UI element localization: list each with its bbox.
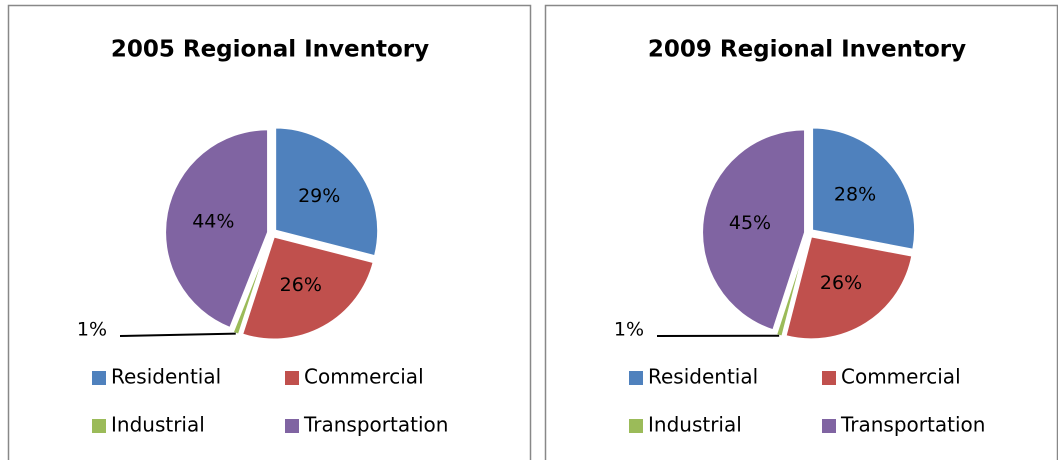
legend-label: Industrial	[111, 413, 205, 437]
data-label: 44%	[192, 210, 234, 232]
data-label: 29%	[298, 185, 340, 207]
legend-label: Commercial	[841, 365, 961, 389]
data-label: 28%	[834, 183, 876, 205]
data-label: 1%	[614, 319, 644, 341]
pie-slice	[240, 235, 375, 341]
pie-slice	[701, 128, 807, 332]
legend-swatch	[92, 371, 106, 385]
legend-swatch	[822, 419, 836, 433]
data-label: 26%	[280, 274, 322, 296]
legend-swatch	[822, 371, 836, 385]
chart-title: 2005 Regional Inventory	[111, 37, 429, 63]
legend-swatch	[285, 371, 299, 385]
legend-label: Transportation	[303, 413, 448, 437]
data-label: 1%	[77, 319, 107, 341]
data-label: 26%	[820, 272, 862, 294]
legend-label: Industrial	[648, 413, 742, 437]
data-label: 45%	[729, 212, 771, 234]
pie-slice	[274, 126, 380, 258]
legend-label: Commercial	[304, 365, 424, 389]
legend-label: Residential	[111, 365, 221, 389]
pie-slice	[811, 126, 917, 251]
leader-line	[119, 332, 236, 337]
legend-swatch	[629, 419, 643, 433]
legend-label: Transportation	[840, 413, 985, 437]
legend-swatch	[92, 419, 106, 433]
legend-swatch	[285, 419, 299, 433]
pie-slice	[784, 235, 914, 341]
legend-swatch	[629, 371, 643, 385]
pie-slice	[164, 128, 270, 330]
chart-title: 2009 Regional Inventory	[648, 37, 966, 63]
panel-border	[7, 4, 532, 460]
legend-label: Residential	[648, 365, 758, 389]
